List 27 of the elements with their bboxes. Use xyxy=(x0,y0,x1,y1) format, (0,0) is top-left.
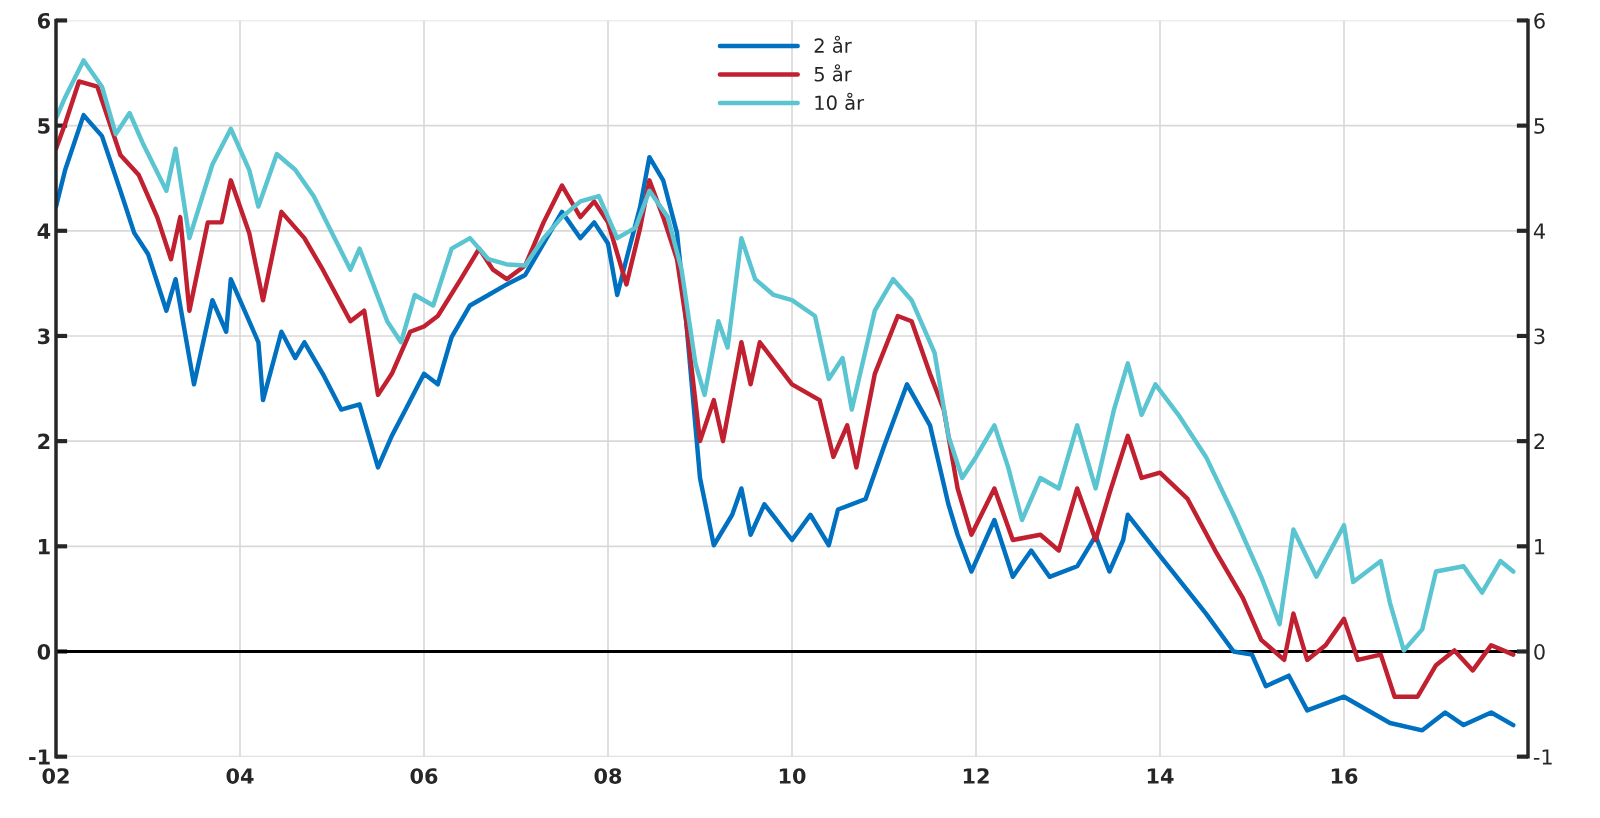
y2-tick-label: 0 xyxy=(1534,643,1545,660)
y2-tick-label: 5 xyxy=(1534,118,1545,134)
x-tick-label: 14 xyxy=(1147,768,1174,784)
y-tick-label: 1 xyxy=(38,539,50,555)
legend-label: 2 år xyxy=(814,35,852,53)
y-tick-label: 0 xyxy=(37,643,51,660)
y2-tick-label: 6 xyxy=(1534,12,1545,29)
x-tick-label: 06 xyxy=(410,768,438,784)
x-tick-label: 08 xyxy=(594,768,622,784)
y-tick-label: 2 xyxy=(38,433,50,450)
y-tick-label: 4 xyxy=(37,223,51,239)
x-tick-label: 04 xyxy=(226,768,254,784)
x-tick-label: 10 xyxy=(779,768,806,784)
y-tick-label: 6 xyxy=(37,12,51,29)
y2-tick-label: 4 xyxy=(1533,223,1545,239)
y-tick-label: 3 xyxy=(38,328,50,345)
y2-tick-label: 3 xyxy=(1534,328,1545,345)
legend-label: 5 år xyxy=(814,64,852,82)
x-tick-label: 12 xyxy=(963,768,989,784)
y2-tick-label: -1 xyxy=(1533,749,1552,765)
x-tick-label: 02 xyxy=(42,768,69,784)
y2-tick-label: 2 xyxy=(1534,433,1545,450)
x-tick-label: 16 xyxy=(1331,768,1358,784)
legend-label: 10 år xyxy=(815,92,865,111)
y-tick-label: -1 xyxy=(29,749,50,765)
y-tick-label: 5 xyxy=(38,118,50,134)
y2-tick-label: 1 xyxy=(1535,539,1545,555)
